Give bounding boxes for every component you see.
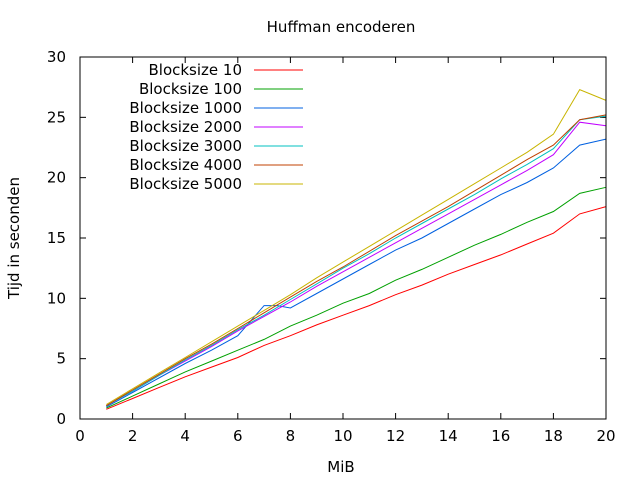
x-tick-label: 20	[596, 427, 615, 445]
legend-label-4: Blocksize 2000	[129, 118, 242, 136]
x-tick-label: 8	[286, 427, 296, 445]
y-axis-label: Tijd in seconden	[5, 177, 23, 300]
x-axis-label: MiB	[327, 458, 354, 476]
x-tick-label: 18	[544, 427, 563, 445]
series-line-1	[106, 207, 606, 410]
x-tick-label: 4	[180, 427, 190, 445]
y-tick-label: 15	[47, 229, 66, 247]
series-line-2	[106, 187, 606, 408]
x-tick-label: 2	[128, 427, 138, 445]
y-tick-label: 30	[47, 48, 66, 66]
x-tick-label: 14	[439, 427, 458, 445]
y-tick-label: 20	[47, 169, 66, 187]
y-tick-label: 10	[47, 289, 66, 307]
x-tick-label: 0	[75, 427, 85, 445]
legend-label-3: Blocksize 1000	[129, 99, 242, 117]
chart-title: Huffman encoderen	[267, 18, 416, 36]
legend-label-5: Blocksize 3000	[129, 137, 242, 155]
x-tick-label: 16	[491, 427, 510, 445]
x-tick-label: 10	[333, 427, 352, 445]
y-tick-label: 25	[47, 108, 66, 126]
y-tick-label: 5	[56, 350, 66, 368]
legend-label-6: Blocksize 4000	[129, 156, 242, 174]
legend-label-2: Blocksize 100	[139, 80, 242, 98]
x-tick-label: 6	[233, 427, 243, 445]
legend-label-7: Blocksize 5000	[129, 175, 242, 193]
legend-label-1: Blocksize 10	[148, 61, 242, 79]
x-tick-label: 12	[386, 427, 405, 445]
y-tick-label: 0	[56, 410, 66, 428]
